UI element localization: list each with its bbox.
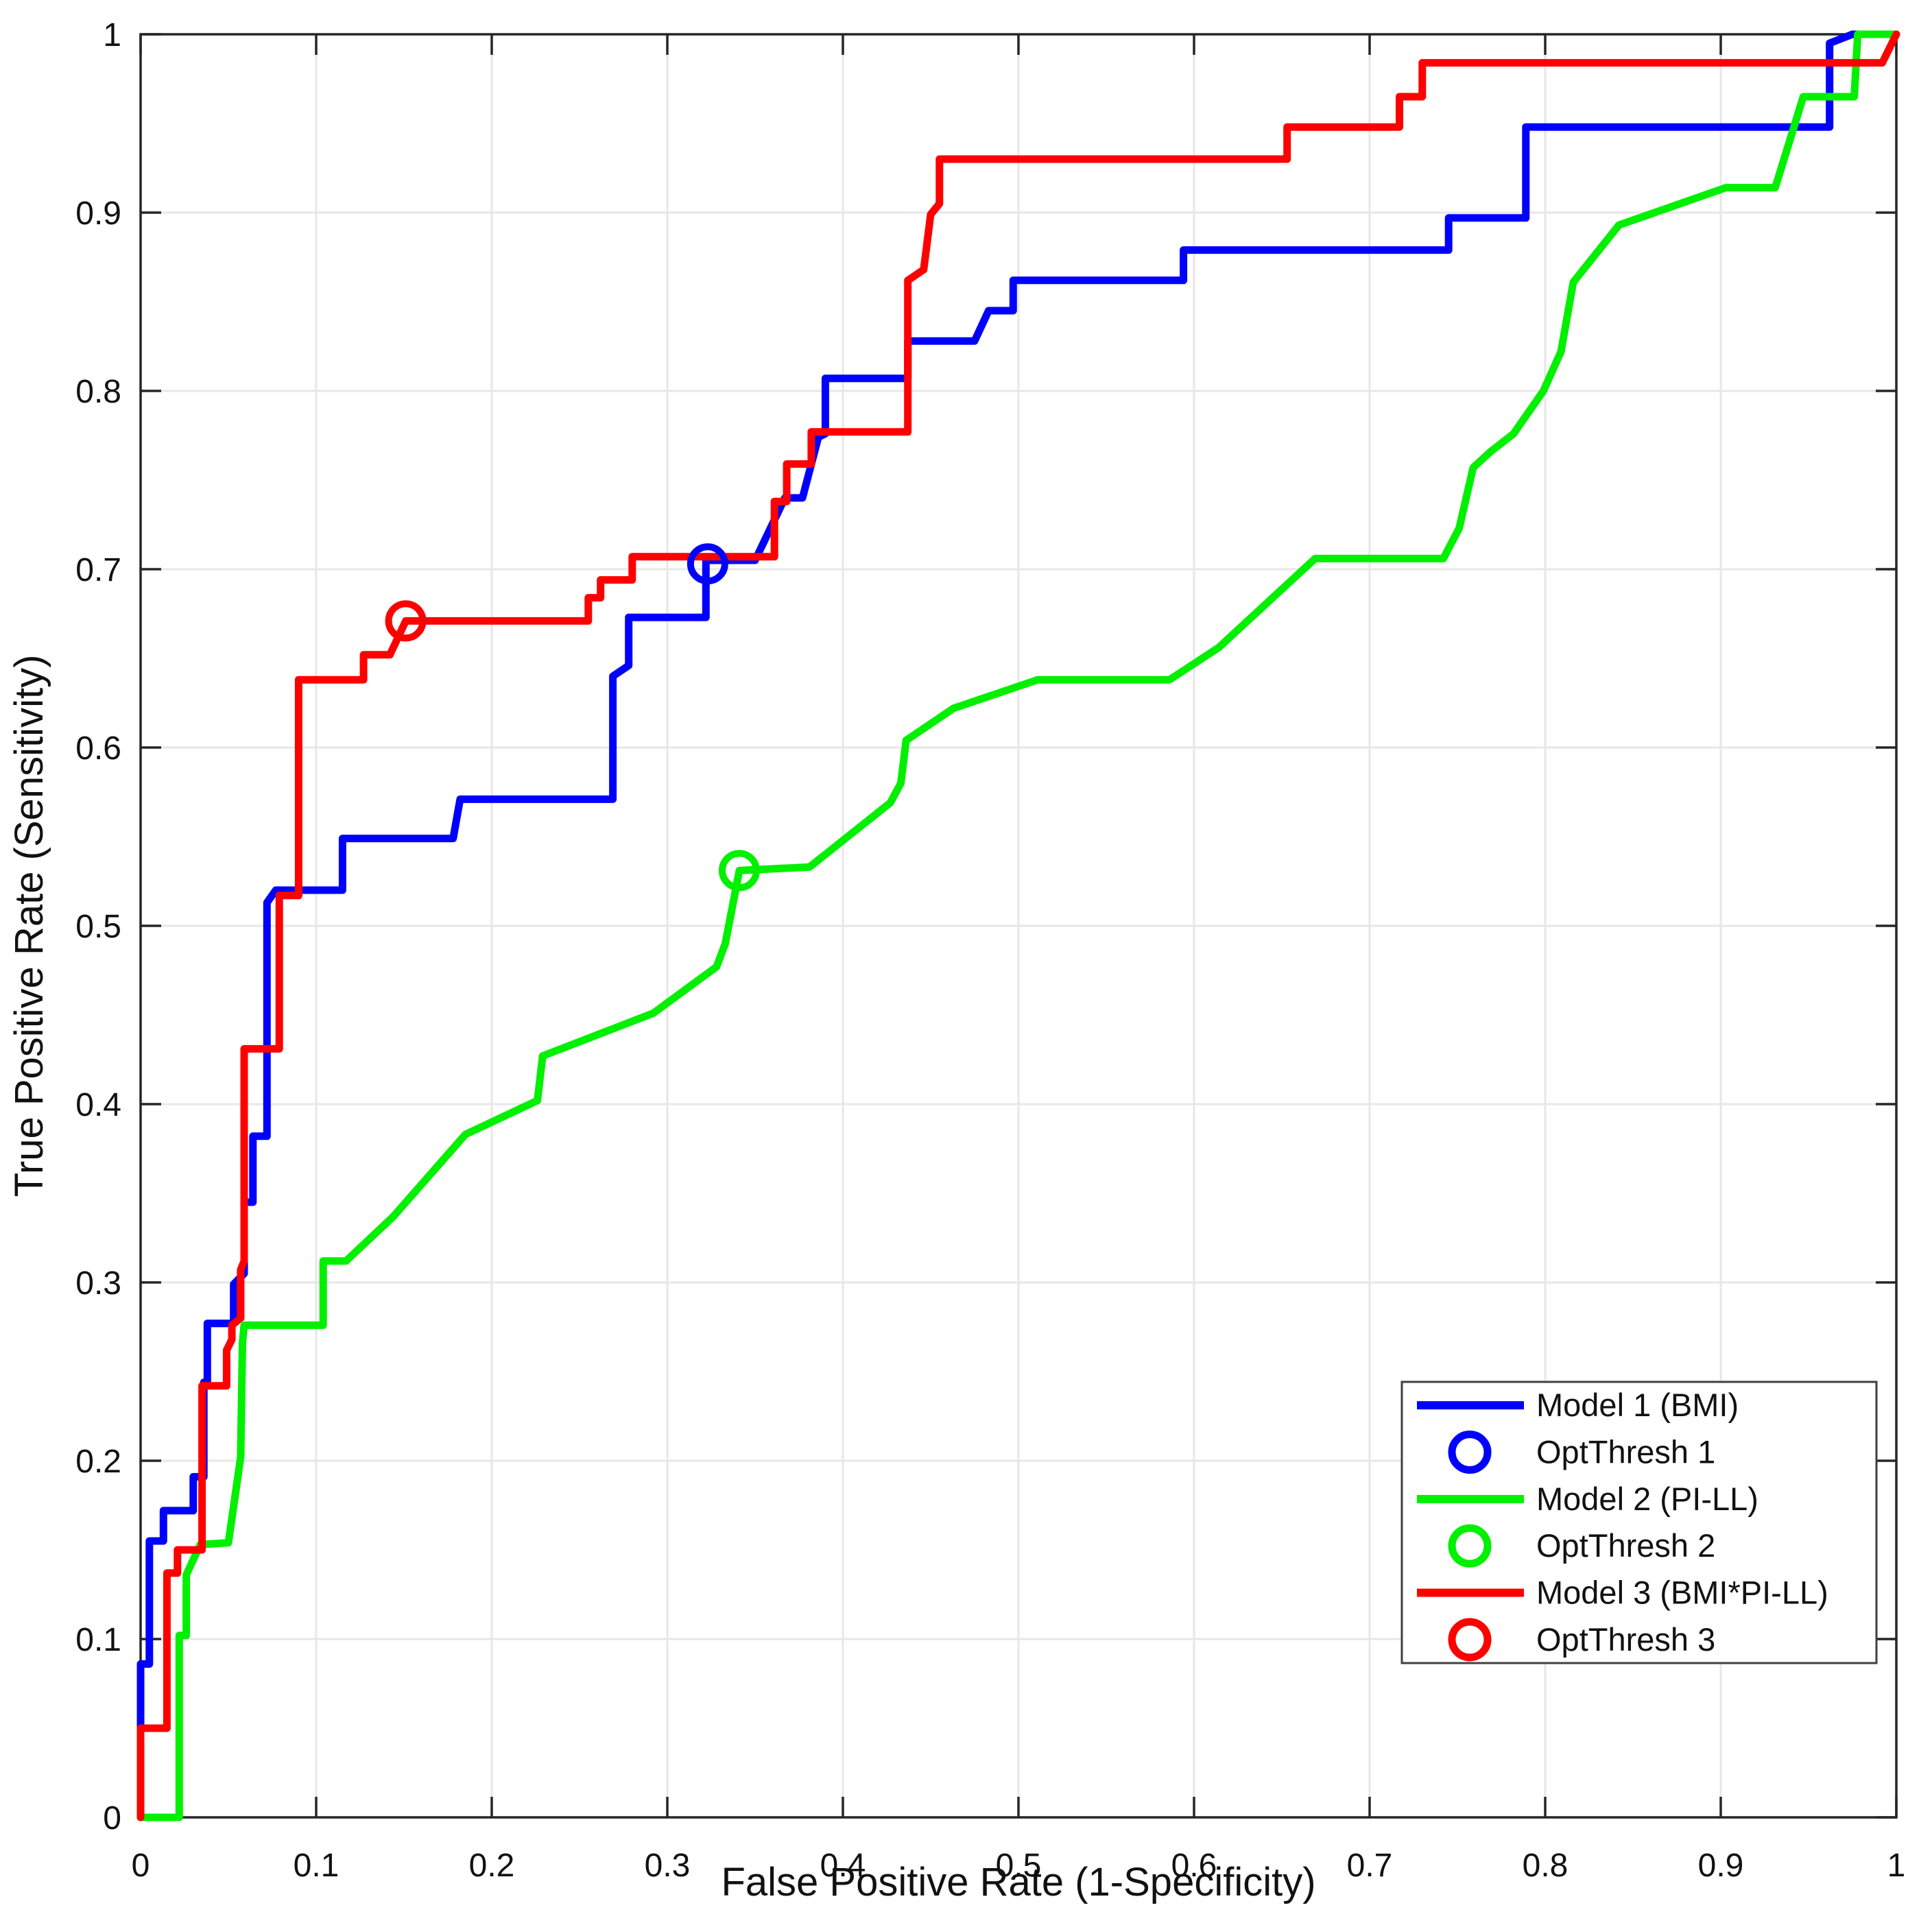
marker-optthresh-1 xyxy=(687,543,728,585)
x-tick-label: 0.1 xyxy=(294,1848,339,1884)
y-tick-label: 0 xyxy=(103,1800,121,1837)
legend-entry: OptThresh 1 xyxy=(1448,1431,1715,1474)
legend-marker-swatch xyxy=(1448,1524,1492,1568)
legend-label: OptThresh 2 xyxy=(1536,1527,1715,1564)
grid-layer xyxy=(141,34,1896,1817)
series-model-2-pi-ll- xyxy=(136,30,1900,1821)
legend-entry: Model 2 (PI-LL) xyxy=(1417,1481,1758,1517)
x-tick-label: 0.3 xyxy=(645,1848,691,1884)
y-tick-label: 0.2 xyxy=(75,1444,121,1480)
series-model-3-bmi-pi-ll- xyxy=(136,30,1900,1821)
legend-label: OptThresh 1 xyxy=(1536,1434,1715,1470)
x-tick-label: 1 xyxy=(1887,1848,1906,1884)
legend-entry: OptThresh 3 xyxy=(1448,1618,1715,1662)
legend-box xyxy=(1400,1381,1878,1664)
x-tick-label: 0 xyxy=(132,1848,150,1884)
legend-entry: Model 3 (BMI*PI-LL) xyxy=(1417,1575,1828,1611)
x-tick-label: 0.4 xyxy=(820,1848,866,1884)
x-tick-label: 0.6 xyxy=(1171,1848,1217,1884)
legend-label: Model 3 (BMI*PI-LL) xyxy=(1536,1575,1828,1611)
y-tick-label: 1 xyxy=(103,17,121,53)
x-tick-label: 0.2 xyxy=(469,1848,515,1884)
y-tick-label: 0.5 xyxy=(75,909,121,945)
marker-optthresh-3 xyxy=(385,600,427,642)
legend-label: Model 1 (BMI) xyxy=(1536,1387,1739,1423)
legend-label: OptThresh 3 xyxy=(1536,1621,1715,1658)
tick-labels: 0 0.1 0.2 0.3 0.4 0.5 0.6 0.7 0.8 0.9 1 0 0.1 0.2 0.3 0… xyxy=(75,17,1905,1884)
axes-layer xyxy=(139,33,1898,1819)
x-axis-label: False Positive Rate (1-Specificity) xyxy=(721,1860,1315,1904)
y-tick-label: 0.8 xyxy=(75,374,121,410)
y-tick-label: 0.4 xyxy=(75,1087,121,1123)
legend: Model 1 (BMI) OptThresh 1 Model 2 (PI-LL) O… xyxy=(1400,1381,1878,1664)
legend-marker-swatch xyxy=(1448,1618,1492,1662)
x-tick-label: 0.5 xyxy=(996,1848,1042,1884)
x-tick-label: 0.7 xyxy=(1347,1848,1393,1884)
legend-marker-swatch xyxy=(1448,1431,1492,1474)
y-tick-label: 0.1 xyxy=(75,1622,121,1658)
y-axis-label: True Positive Rate (Sensitivity) xyxy=(7,655,51,1197)
y-tick-label: 0.9 xyxy=(75,195,121,232)
y-tick-label: 0.3 xyxy=(75,1265,121,1302)
x-tick-label: 0.9 xyxy=(1698,1848,1744,1884)
x-tick-label: 0.8 xyxy=(1523,1848,1569,1884)
legend-entry: OptThresh 2 xyxy=(1448,1524,1715,1568)
marker-optthresh-2 xyxy=(718,850,760,892)
legend-entry: Model 1 (BMI) xyxy=(1417,1387,1739,1423)
y-tick-label: 0.7 xyxy=(75,552,121,588)
legend-label: Model 2 (PI-LL) xyxy=(1536,1481,1758,1517)
series-layer xyxy=(136,30,1900,1821)
y-tick-label: 0.6 xyxy=(75,730,121,767)
